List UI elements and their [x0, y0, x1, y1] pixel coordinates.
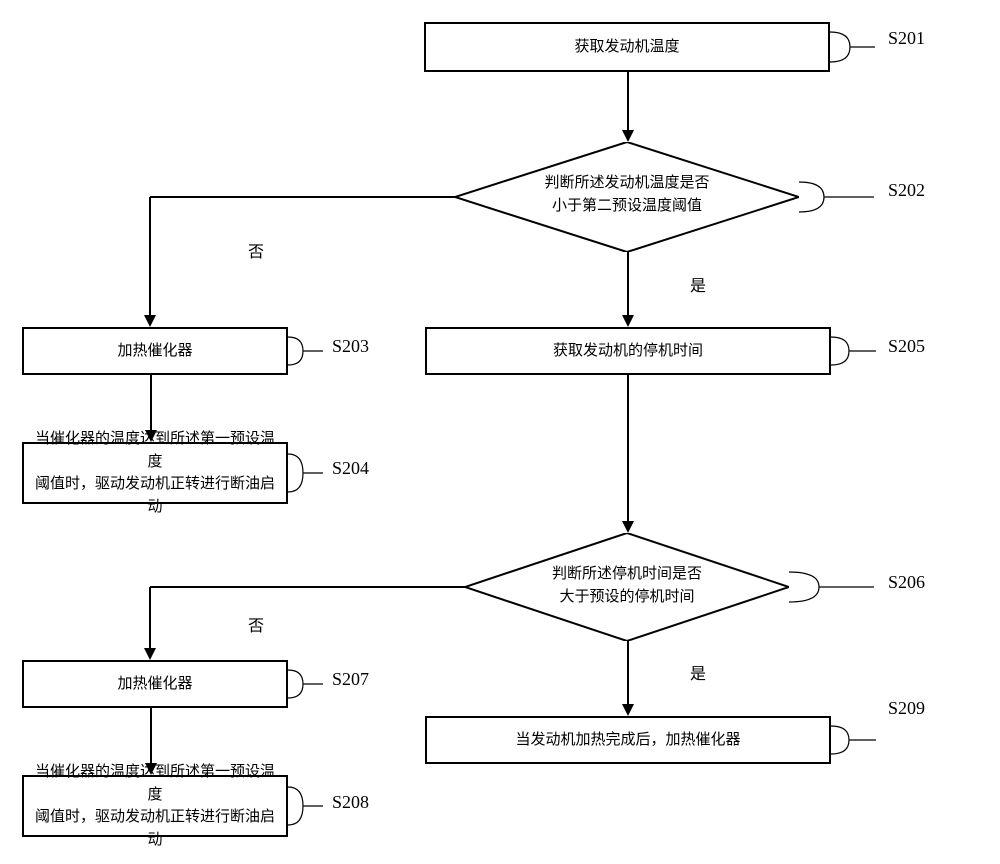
step-label-s202: S202 — [888, 180, 925, 201]
arrow-s206-s209 — [627, 641, 629, 716]
node-s207-label: 加热催化器 — [117, 673, 192, 696]
step-label-s201: S201 — [888, 28, 925, 49]
step-label-s208: S208 — [332, 792, 369, 813]
bracket-s201 — [830, 22, 880, 72]
node-s203: 加热催化器 — [22, 327, 288, 375]
node-s203-label: 加热催化器 — [117, 340, 192, 363]
arrow-s206-s207 — [150, 587, 468, 660]
node-s204: 当催化器的温度达到所述第一预设温度 阈值时，驱动发动机正转进行断油启动 — [22, 442, 288, 504]
node-s205: 获取发动机的停机时间 — [425, 327, 831, 375]
step-label-s209: S209 — [888, 698, 925, 719]
bracket-s203 — [288, 327, 328, 375]
bracket-s206 — [789, 562, 879, 612]
step-label-s207: S207 — [332, 669, 369, 690]
node-s208-label: 当催化器的温度达到所述第一预设温度 阈值时，驱动发动机正转进行断油启动 — [34, 761, 276, 851]
arrow-s205-s206 — [627, 375, 629, 533]
bracket-s204 — [288, 442, 328, 504]
node-s209-label: 当发动机加热完成后，加热催化器 — [515, 729, 740, 752]
step-label-s205: S205 — [888, 336, 925, 357]
edge-label-s202-no: 否 — [248, 238, 264, 262]
node-s207: 加热催化器 — [22, 660, 288, 708]
node-s202: 判断所述发动机温度是否 小于第二预设温度阈值 — [455, 142, 799, 252]
edge-label-s206-no: 否 — [248, 612, 264, 636]
node-s209: 当发动机加热完成后，加热催化器 — [425, 716, 831, 764]
edge-label-s206-yes: 是 — [690, 660, 706, 684]
bracket-s208 — [288, 775, 328, 837]
node-s201: 获取发动机温度 — [424, 22, 830, 72]
edge-label-s202-yes: 是 — [690, 272, 706, 296]
bracket-s205 — [831, 327, 881, 375]
bracket-s209 — [831, 716, 881, 764]
node-s206: 判断所述停机时间是否 大于预设的停机时间 — [465, 533, 789, 641]
step-label-s204: S204 — [332, 458, 369, 479]
node-s204-label: 当催化器的温度达到所述第一预设温度 阈值时，驱动发动机正转进行断油启动 — [34, 428, 276, 518]
arrow-s202-s205 — [627, 252, 629, 327]
node-s208: 当催化器的温度达到所述第一预设温度 阈值时，驱动发动机正转进行断油启动 — [22, 775, 288, 837]
arrow-s202-s203 — [150, 197, 460, 327]
step-label-s203: S203 — [332, 336, 369, 357]
step-label-s206: S206 — [888, 572, 925, 593]
bracket-s207 — [288, 660, 328, 708]
arrow-s201-s202 — [627, 72, 629, 142]
node-s201-label: 获取发动机温度 — [574, 36, 679, 59]
node-s205-label: 获取发动机的停机时间 — [553, 340, 703, 363]
bracket-s202 — [799, 172, 879, 222]
